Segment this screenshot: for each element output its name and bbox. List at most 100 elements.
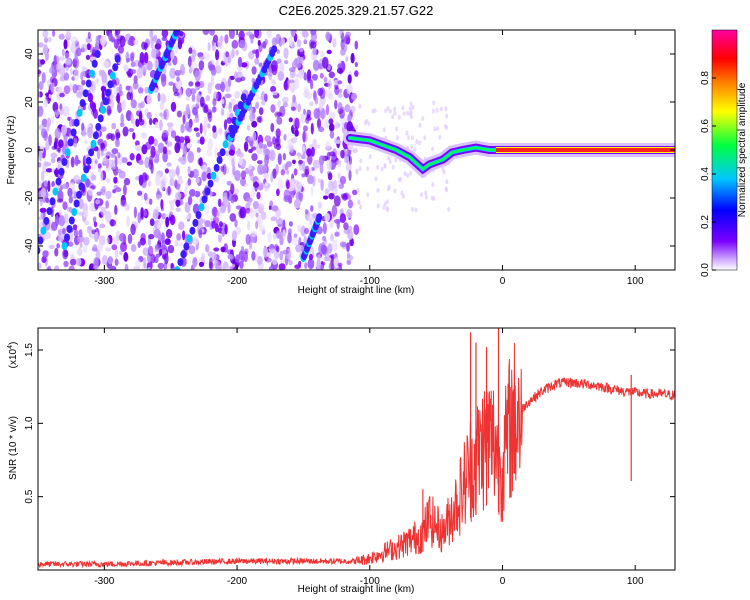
heatmap-cell: [47, 180, 51, 193]
heatmap-cell: [356, 187, 360, 193]
heatmap-cell: [42, 250, 49, 258]
heatmap-cell: [149, 30, 154, 39]
heatmap-cell: [406, 173, 410, 178]
heatmap-cell: [38, 105, 44, 117]
heatmap-cell: [246, 124, 251, 131]
heatmap-cell: [160, 180, 166, 192]
heatmap-cell: [328, 118, 334, 125]
heatmap-cell: [334, 86, 340, 96]
heatmap-cell: [215, 83, 222, 90]
heatmap-cell: [92, 244, 98, 252]
heatmap-cell: [252, 181, 260, 188]
heatmap-cell: [140, 214, 144, 220]
heatmap-cell: [212, 216, 220, 225]
heatmap-cell: [351, 92, 357, 100]
heatmap-cell: [238, 250, 245, 261]
heatmap-cell: [215, 59, 220, 67]
x-tick-label: 100: [627, 276, 644, 287]
heatmap-cell: [319, 87, 326, 100]
heatmap-cell: [127, 39, 131, 45]
heatmap-cell: [120, 241, 127, 252]
heatmap-cell: [197, 94, 201, 100]
trace-outer: [345, 134, 675, 175]
heatmap-cell: [298, 182, 302, 192]
heatmap-cell: [319, 263, 324, 270]
heatmap-cell: [133, 75, 138, 84]
heatmap-cell: [327, 243, 333, 254]
heatmap-cell: [260, 100, 266, 106]
heatmap-cell: [135, 259, 142, 268]
heatmap-cell: [274, 111, 282, 118]
streak-cell: [192, 218, 199, 227]
heatmap-cell: [151, 36, 156, 42]
heatmap-cell: [334, 231, 340, 237]
heatmap-cell: [167, 186, 171, 196]
heatmap-cell: [307, 153, 313, 165]
streak-cell: [38, 236, 44, 245]
streak-cell: [105, 88, 111, 97]
heatmap-cell: [76, 47, 82, 57]
heatmap-cell: [58, 139, 64, 149]
heatmap-cell: [276, 188, 280, 197]
heatmap-cell: [89, 99, 94, 110]
heatmap-cell: [341, 32, 345, 43]
heatmap-cell: [226, 117, 233, 124]
heatmap-cell: [106, 151, 112, 156]
heatmap-cell: [224, 34, 229, 44]
streak-cell: [76, 190, 82, 199]
heatmap-cell: [78, 85, 84, 97]
heatmap-cell: [228, 107, 234, 119]
heatmap-cell: [300, 225, 306, 237]
heatmap-cell: [140, 132, 147, 139]
colorbar-tick-label: 0.4: [700, 167, 711, 181]
heatmap-cell: [207, 82, 212, 94]
heatmap-cell: [126, 91, 132, 101]
heatmap-cell: [264, 38, 268, 46]
heatmap-cell: [209, 30, 215, 36]
heatmap-cell: [250, 146, 257, 151]
heatmap-cell: [231, 259, 237, 265]
heatmap-cell: [408, 106, 412, 112]
heatmap-cell: [340, 149, 345, 159]
heatmap-cell: [87, 126, 93, 139]
heatmap-cell: [339, 175, 347, 185]
heatmap-cell: [155, 121, 159, 129]
snr-panel: -300 -200 -100 0 100 0.5 1.0 1.5 Height of str…: [7, 327, 676, 595]
heatmap-cell: [264, 93, 268, 102]
heatmap-cell: [192, 257, 198, 268]
heatmap-cell: [38, 81, 44, 91]
heatmap-cell: [38, 262, 42, 269]
heatmap-cell: [106, 236, 110, 245]
heatmap-cell: [288, 259, 293, 266]
heatmap-cell: [49, 66, 55, 74]
heatmap-cell: [213, 34, 219, 43]
heatmap-cell: [287, 138, 295, 148]
heatmap-cell: [50, 157, 56, 164]
heatmap-cell: [391, 164, 395, 170]
streak-cell: [88, 148, 95, 157]
heatmap-cell: [155, 150, 160, 157]
heatmap-cell: [323, 78, 327, 83]
heatmap-cell: [273, 142, 277, 149]
heatmap-cell: [179, 156, 187, 165]
heatmap-cell: [366, 166, 370, 172]
heatmap-y-ticks: -40 -20 0 20 40: [24, 48, 675, 253]
heatmap-cell: [401, 105, 405, 111]
heatmap-cell: [130, 223, 136, 236]
heatmap-cell: [133, 39, 139, 46]
heatmap-cell: [77, 246, 82, 257]
heatmap-cell: [244, 167, 250, 175]
streak-cell: [94, 50, 101, 58]
heatmap-cell: [57, 61, 62, 70]
heatmap-cell: [96, 148, 101, 160]
heatmap-cell: [328, 181, 335, 191]
heatmap-cell: [334, 139, 342, 144]
heatmap-cell: [292, 60, 297, 68]
heatmap-cell: [139, 52, 145, 64]
heatmap-cell: [267, 232, 272, 243]
heatmap-cell: [334, 120, 339, 130]
heatmap-cell: [270, 216, 278, 222]
heatmap-cell: [420, 192, 424, 198]
heatmap-cell: [220, 246, 226, 253]
heatmap-cell: [234, 170, 241, 182]
